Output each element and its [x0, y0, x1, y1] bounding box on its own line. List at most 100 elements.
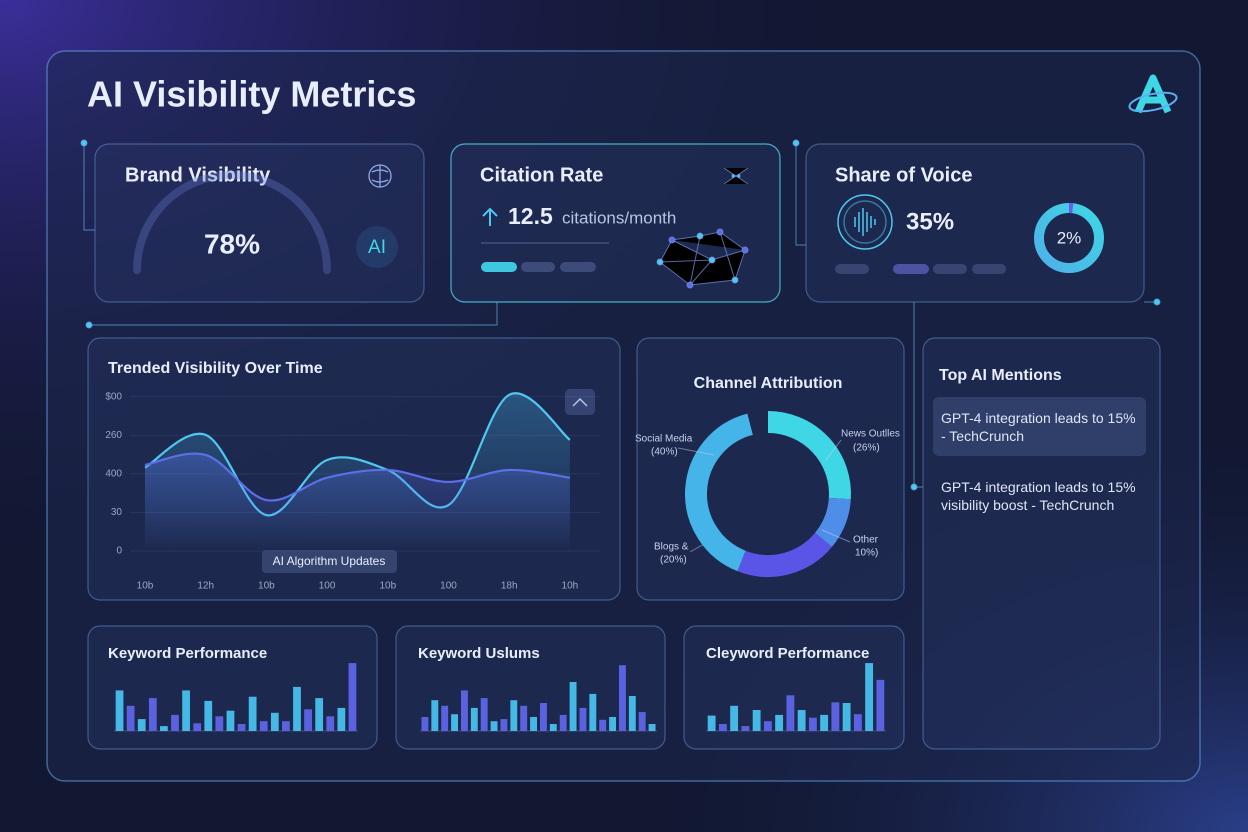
- bar: [137, 719, 146, 731]
- mention-highlight: [933, 397, 1146, 456]
- badge: [356, 226, 398, 268]
- citation-unit: citations/month: [562, 208, 676, 227]
- line: [144, 392, 571, 517]
- bar: [842, 703, 851, 731]
- bar: [480, 698, 488, 731]
- panel: [922, 337, 1161, 750]
- donut-value-label: (20%): [660, 555, 687, 566]
- line: [144, 452, 571, 502]
- donut-segment: [685, 413, 754, 572]
- donut-value-label: (26%): [853, 443, 880, 454]
- bar: [775, 714, 784, 731]
- network-icon: [656, 167, 749, 289]
- bar: [530, 717, 538, 731]
- bar: [718, 724, 727, 731]
- bar: [182, 690, 190, 731]
- mention-item[interactable]: GPT-4 integration leads to 15% visibilit…: [941, 479, 1136, 513]
- gauge-track: [133, 171, 331, 274]
- page-title: AI Visibility Metrics: [87, 74, 416, 115]
- y-tick-label: 400: [105, 468, 122, 479]
- mention-item[interactable]: GPT-4 integration leads to 15% - TechCru…: [941, 410, 1136, 444]
- bar: [820, 714, 829, 731]
- bar: [549, 724, 557, 731]
- bar: [337, 707, 346, 731]
- logo: [1128, 74, 1178, 114]
- bar: [638, 712, 646, 731]
- chart-title: Channel Attribution: [694, 375, 843, 392]
- card-title: Citation Rate: [480, 164, 603, 186]
- pill: [933, 264, 967, 274]
- pill: [481, 262, 517, 272]
- x-tick-label: 12h: [197, 581, 214, 592]
- bar: [270, 712, 279, 731]
- bar: [618, 665, 626, 731]
- leader-line: [821, 529, 851, 543]
- donut-value-label: 10%): [855, 548, 878, 559]
- collapse-button[interactable]: [565, 389, 595, 415]
- citation-value: 12.5: [508, 203, 553, 229]
- x-tick-label: 10b: [379, 581, 396, 592]
- up-arrow: [482, 207, 498, 226]
- card: [94, 143, 425, 303]
- bar: [510, 700, 518, 731]
- bar: [599, 719, 607, 731]
- bar: [460, 690, 468, 731]
- bar: [741, 726, 750, 731]
- bar: [215, 716, 224, 731]
- donut-segment: [814, 497, 851, 547]
- bar: [808, 717, 817, 731]
- bar: [204, 700, 213, 731]
- bar: [226, 710, 235, 731]
- pill: [893, 264, 929, 274]
- bar: [421, 717, 429, 731]
- bar: [786, 695, 795, 731]
- bar: [579, 707, 587, 731]
- chart-title: Keyword Uslums: [418, 645, 540, 662]
- x-tick-label: 10b: [137, 581, 154, 592]
- annotation: AI Algorithm Updates: [273, 554, 386, 568]
- pill: [835, 264, 869, 274]
- donut-value-label: (40%): [651, 447, 678, 458]
- share-value: 35%: [906, 208, 954, 235]
- brain-icon: [368, 164, 392, 188]
- mentions-title: Top AI Mentions: [939, 367, 1062, 384]
- bar: [628, 696, 636, 731]
- bar: [539, 703, 547, 731]
- donut-label: Social Media: [635, 434, 693, 445]
- area: [145, 453, 570, 551]
- badge-text: AI: [368, 237, 386, 258]
- y-tick-label: $00: [105, 391, 122, 402]
- bar: [609, 717, 617, 731]
- bar: [315, 698, 324, 731]
- chart-title: Cleyword Performance: [706, 645, 869, 662]
- ring-value: 2%: [1057, 228, 1082, 247]
- bar: [441, 705, 449, 731]
- y-tick-label: 260: [105, 430, 122, 441]
- bar: [490, 721, 498, 731]
- bar: [752, 710, 761, 731]
- donut-segment: [767, 411, 851, 500]
- pill: [972, 264, 1006, 274]
- bar: [589, 693, 597, 731]
- gauge-value: 78%: [204, 228, 260, 259]
- x-tick-label: 18h: [501, 581, 518, 592]
- pill: [521, 262, 555, 272]
- bar: [500, 719, 508, 731]
- bar: [470, 707, 478, 731]
- bar: [520, 705, 528, 731]
- bar: [160, 726, 168, 731]
- pill: [560, 262, 596, 272]
- bar: [865, 663, 874, 731]
- bar: [569, 682, 577, 731]
- annotation-box: [262, 550, 397, 573]
- bar: [876, 679, 885, 731]
- chart-title: Keyword Performance: [108, 645, 267, 662]
- bar: [831, 702, 840, 731]
- bar: [248, 696, 257, 731]
- bar: [431, 700, 439, 731]
- bar: [559, 714, 567, 731]
- bar: [282, 721, 290, 731]
- donut-label: News Outlles: [841, 429, 900, 440]
- donut-segment: [737, 532, 832, 577]
